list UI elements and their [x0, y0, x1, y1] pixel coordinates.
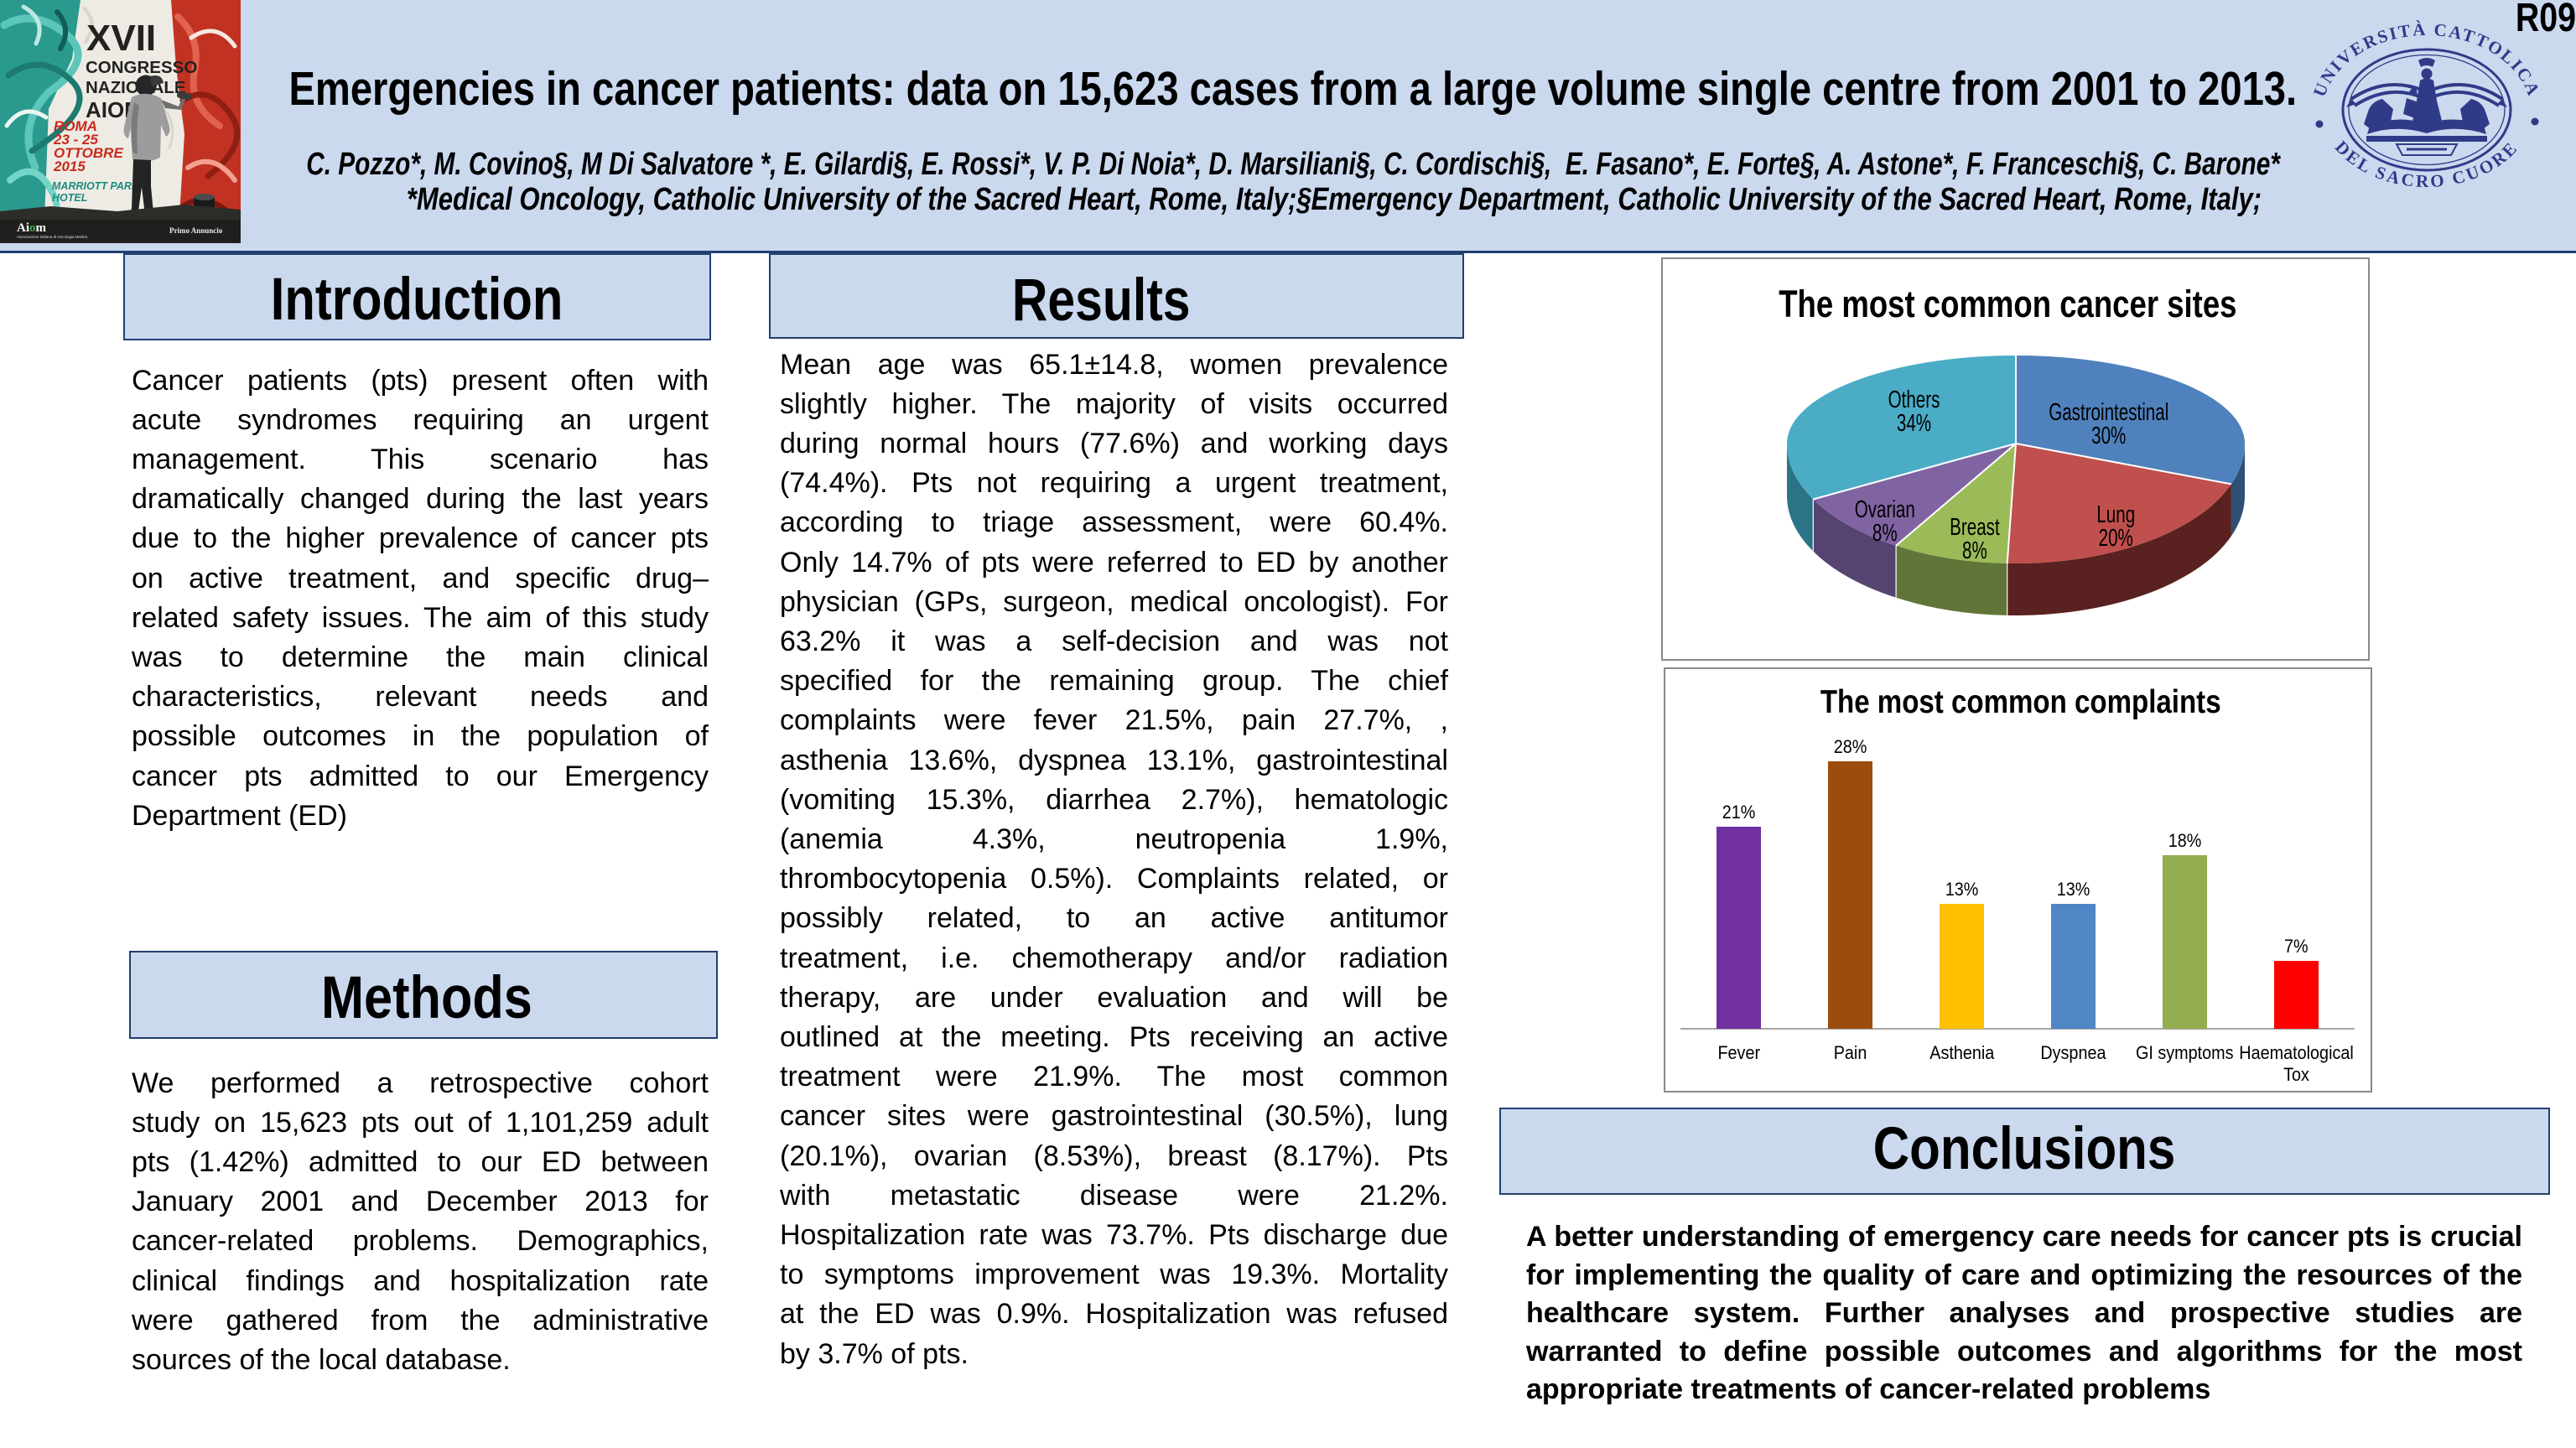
svg-text:OTTOBRE: OTTOBRE: [54, 145, 123, 161]
svg-text:Primo Annuncio: Primo Annuncio: [169, 226, 223, 235]
svg-text:Associazione Italiana di Oncol: Associazione Italiana di Oncologia Medic…: [17, 235, 88, 239]
svg-text:XVII: XVII: [86, 18, 156, 59]
svg-text:MARRIOTT PARK: MARRIOTT PARK: [52, 180, 140, 192]
svg-text:2015: 2015: [53, 158, 86, 174]
svg-text:CONGRESSO: CONGRESSO: [86, 58, 197, 77]
svg-text:HOTEL: HOTEL: [52, 192, 87, 204]
svg-text:Aiom: Aiom: [17, 221, 47, 235]
svg-text:ROMA: ROMA: [54, 118, 97, 134]
svg-text:23 - 25: 23 - 25: [53, 132, 98, 148]
